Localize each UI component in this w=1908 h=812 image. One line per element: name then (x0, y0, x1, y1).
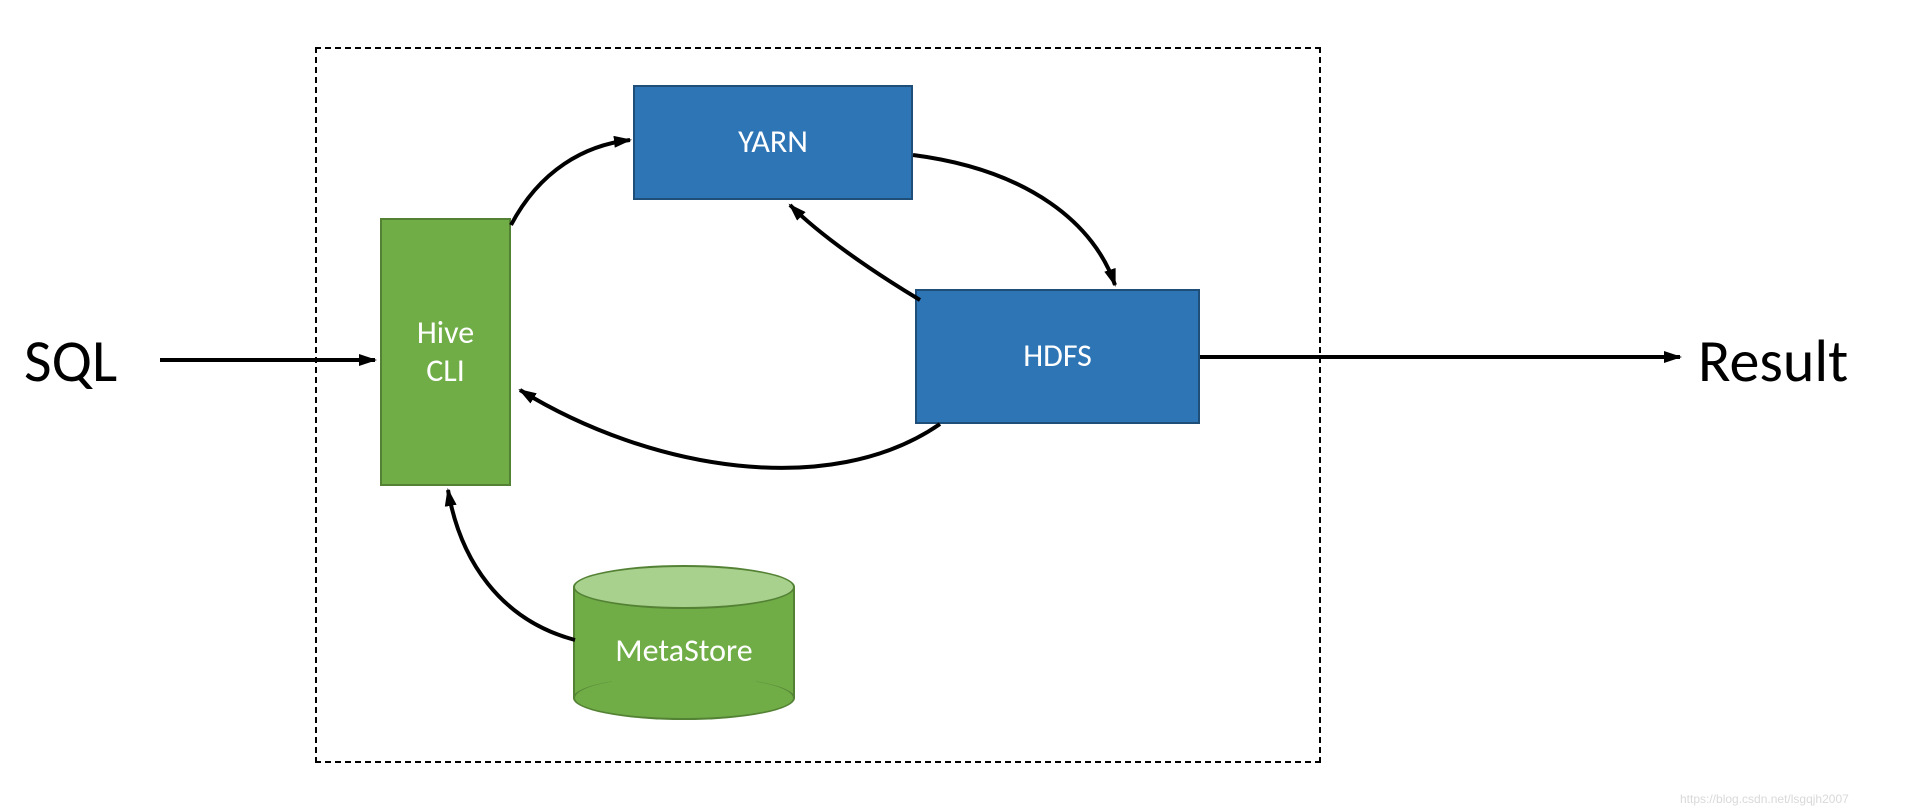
metastore-label: MetaStore (573, 631, 795, 670)
sql-label: SQL (24, 325, 117, 398)
metastore-top (573, 565, 795, 609)
watermark-text: https://blog.csdn.net/lsgqjh2007 (1680, 792, 1849, 806)
hdfs-node: HDFS (915, 289, 1200, 424)
hdfs-label: HDFS (1023, 337, 1092, 375)
metastore-node: MetaStore (573, 565, 795, 720)
hive-cli-label-line1: Hive (417, 314, 474, 352)
diagram-canvas: SQL Result Hive CLI YARN HDFS MetaStore … (0, 0, 1908, 812)
yarn-label: YARN (738, 123, 808, 161)
metastore-bottom (573, 676, 795, 720)
yarn-node: YARN (633, 85, 913, 200)
hive-cli-node: Hive CLI (380, 218, 511, 486)
result-label: Result (1698, 325, 1848, 398)
hive-cli-label-line2: CLI (417, 352, 474, 390)
